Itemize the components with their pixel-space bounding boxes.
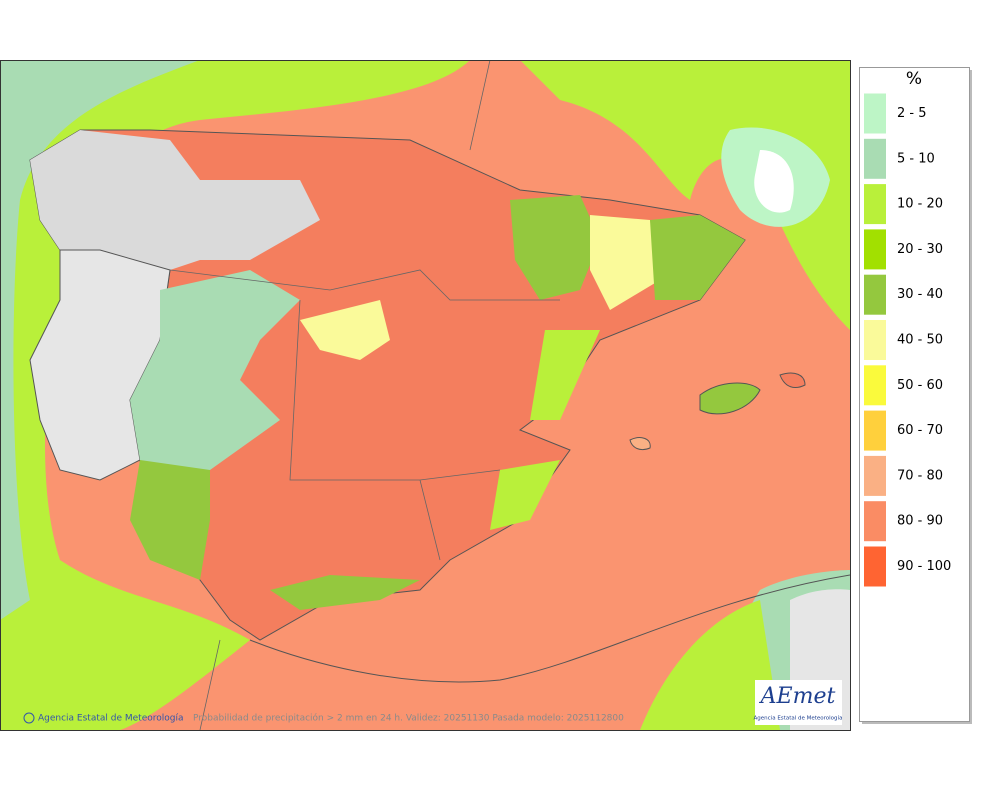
legend-swatch (864, 274, 886, 315)
legend-title: % (906, 69, 922, 89)
legend-label: 70 - 80 (897, 468, 943, 483)
copyright-icon (23, 712, 35, 724)
map: AEmet Agencia Estatal de Meteorología Ag… (1, 60, 850, 730)
green-zone (530, 330, 600, 420)
legend-label: 30 - 40 (897, 287, 943, 302)
border (169, 60, 560, 730)
green-zone (130, 270, 300, 520)
legend-swatch (864, 184, 886, 225)
green-zone (270, 575, 420, 610)
logo-subtitle: Agencia Estatal de Meteorología (754, 715, 843, 722)
footer-agency: Agencia Estatal de Meteorología (38, 714, 184, 724)
legend-label: 2 - 5 (897, 106, 927, 121)
land-gray (29, 249, 171, 481)
green-zone (490, 460, 560, 530)
logo: AEmet Agencia Estatal de Meteorología (754, 680, 843, 725)
legend-label: 50 - 60 (897, 378, 943, 393)
legend-label: 5 - 10 (897, 151, 935, 166)
yellow-zone (590, 215, 660, 310)
logo-name: AEmet (759, 684, 836, 709)
legend-swatch (864, 138, 886, 179)
legend-swatch (864, 365, 886, 406)
green-zone (520, 60, 850, 330)
logo-box (755, 680, 842, 725)
green-zone (650, 215, 745, 300)
white-zone (754, 150, 794, 213)
legend-swatch (864, 501, 886, 542)
land-gray (30, 130, 320, 270)
legend-swatch (864, 93, 886, 134)
green-zone (640, 600, 780, 730)
legend-label: 10 - 20 (897, 197, 943, 212)
legend-swatch (864, 410, 886, 451)
legend-label: 20 - 30 (897, 242, 943, 257)
green-zone (1, 60, 200, 620)
legend-label: 80 - 90 (897, 514, 943, 529)
island (629, 437, 651, 451)
legend-swatch (864, 229, 886, 270)
legend-label: 60 - 70 (897, 423, 943, 438)
island (779, 372, 806, 388)
legend-swatch (864, 320, 886, 360)
legend-label: 90 - 100 (897, 559, 951, 574)
coastline (249, 574, 850, 683)
footer-caption: Probabilidad de precipitación > 2 mm en … (193, 713, 624, 724)
legend-items: 2 - 5 5 - 10 10 - 20 20 - 30 30 - 40 40 - 50 5… (864, 93, 951, 587)
green-zone (510, 195, 600, 300)
green-zone (130, 460, 210, 580)
yellow-zone (300, 300, 390, 360)
legend-label: 40 - 50 (897, 333, 943, 348)
map-frame (0, 60, 851, 731)
legend-swatch (864, 455, 886, 496)
island (699, 382, 761, 415)
legend-swatch (864, 546, 886, 587)
